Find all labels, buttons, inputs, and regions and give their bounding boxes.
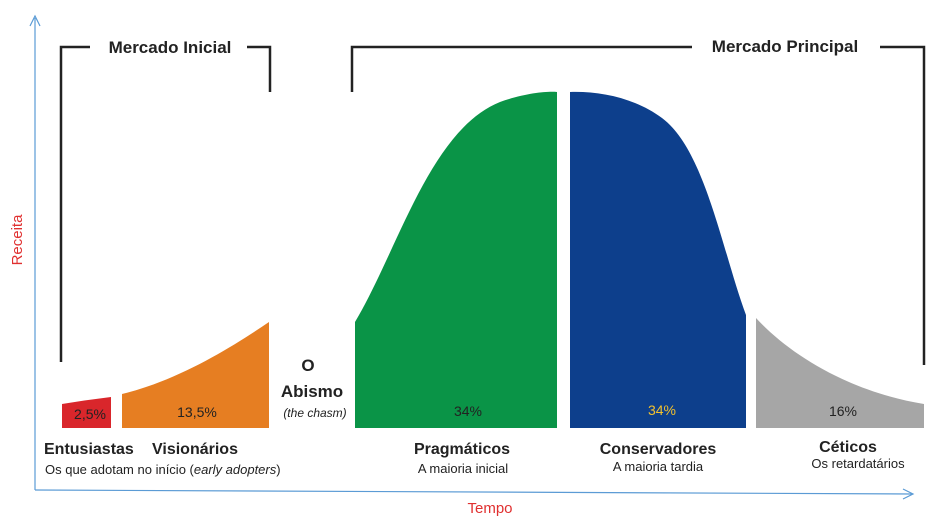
main-market-label: Mercado Principal [712,37,858,56]
segment-entusiastas-area [62,397,111,428]
segment-conservadores-area [570,91,746,428]
early-market-bracket-right [247,45,272,92]
segment-desc-ceticos: Os retardatários [811,456,905,471]
market-brackets: Mercado Inicial Mercado Principal [59,37,926,365]
x-axis-arrow-icon [902,488,915,500]
main-market-bracket-right [880,45,926,365]
chasm-note: (the chasm) [283,406,346,420]
percent-labels: 2,5% 13,5% 34% 34% 16% [74,402,857,422]
percent-conservadores: 34% [648,402,676,418]
segment-ceticos-area [756,318,924,428]
percent-ceticos: 16% [829,403,857,419]
segment-name-conservadores: Conservadores [600,441,717,458]
segment-names: Entusiastas Visionários Pragmáticos Cons… [44,439,877,458]
segment-name-ceticos: Céticos [819,439,877,456]
x-axis-label: Tempo [467,500,512,517]
chasm-label: O Abismo (the chasm) [281,356,347,420]
early-market-bracket-left [59,45,90,362]
segment-desc-pragmaticos: A maioria inicial [418,461,508,476]
segment-pragmaticos-area [355,91,557,428]
segment-desc-conservadores: A maioria tardia [613,459,704,474]
segment-visionarios-area [122,322,269,428]
y-axis-arrow-icon [29,14,41,27]
chasm-line2: Abismo [281,382,343,401]
y-axis-label: Receita [9,214,26,266]
segment-desc-visionarios: Os que adotam no início (early adopters) [45,462,281,477]
axes: Receita Tempo [9,14,915,517]
x-axis-line [34,489,913,495]
percent-pragmaticos: 34% [454,403,482,419]
percent-visionarios: 13,5% [177,404,217,420]
bell-curve [62,91,924,428]
segment-name-entusiastas: Entusiastas [44,441,134,458]
percent-entusiastas: 2,5% [74,406,106,422]
chasm-line1: O [301,356,314,375]
segment-name-visionarios: Visionários [152,441,238,458]
segment-descriptions: Os que adotam no início (early adopters)… [45,456,905,477]
main-market-bracket-left [350,45,692,92]
segment-name-pragmaticos: Pragmáticos [414,441,510,458]
early-market-label: Mercado Inicial [109,38,232,57]
